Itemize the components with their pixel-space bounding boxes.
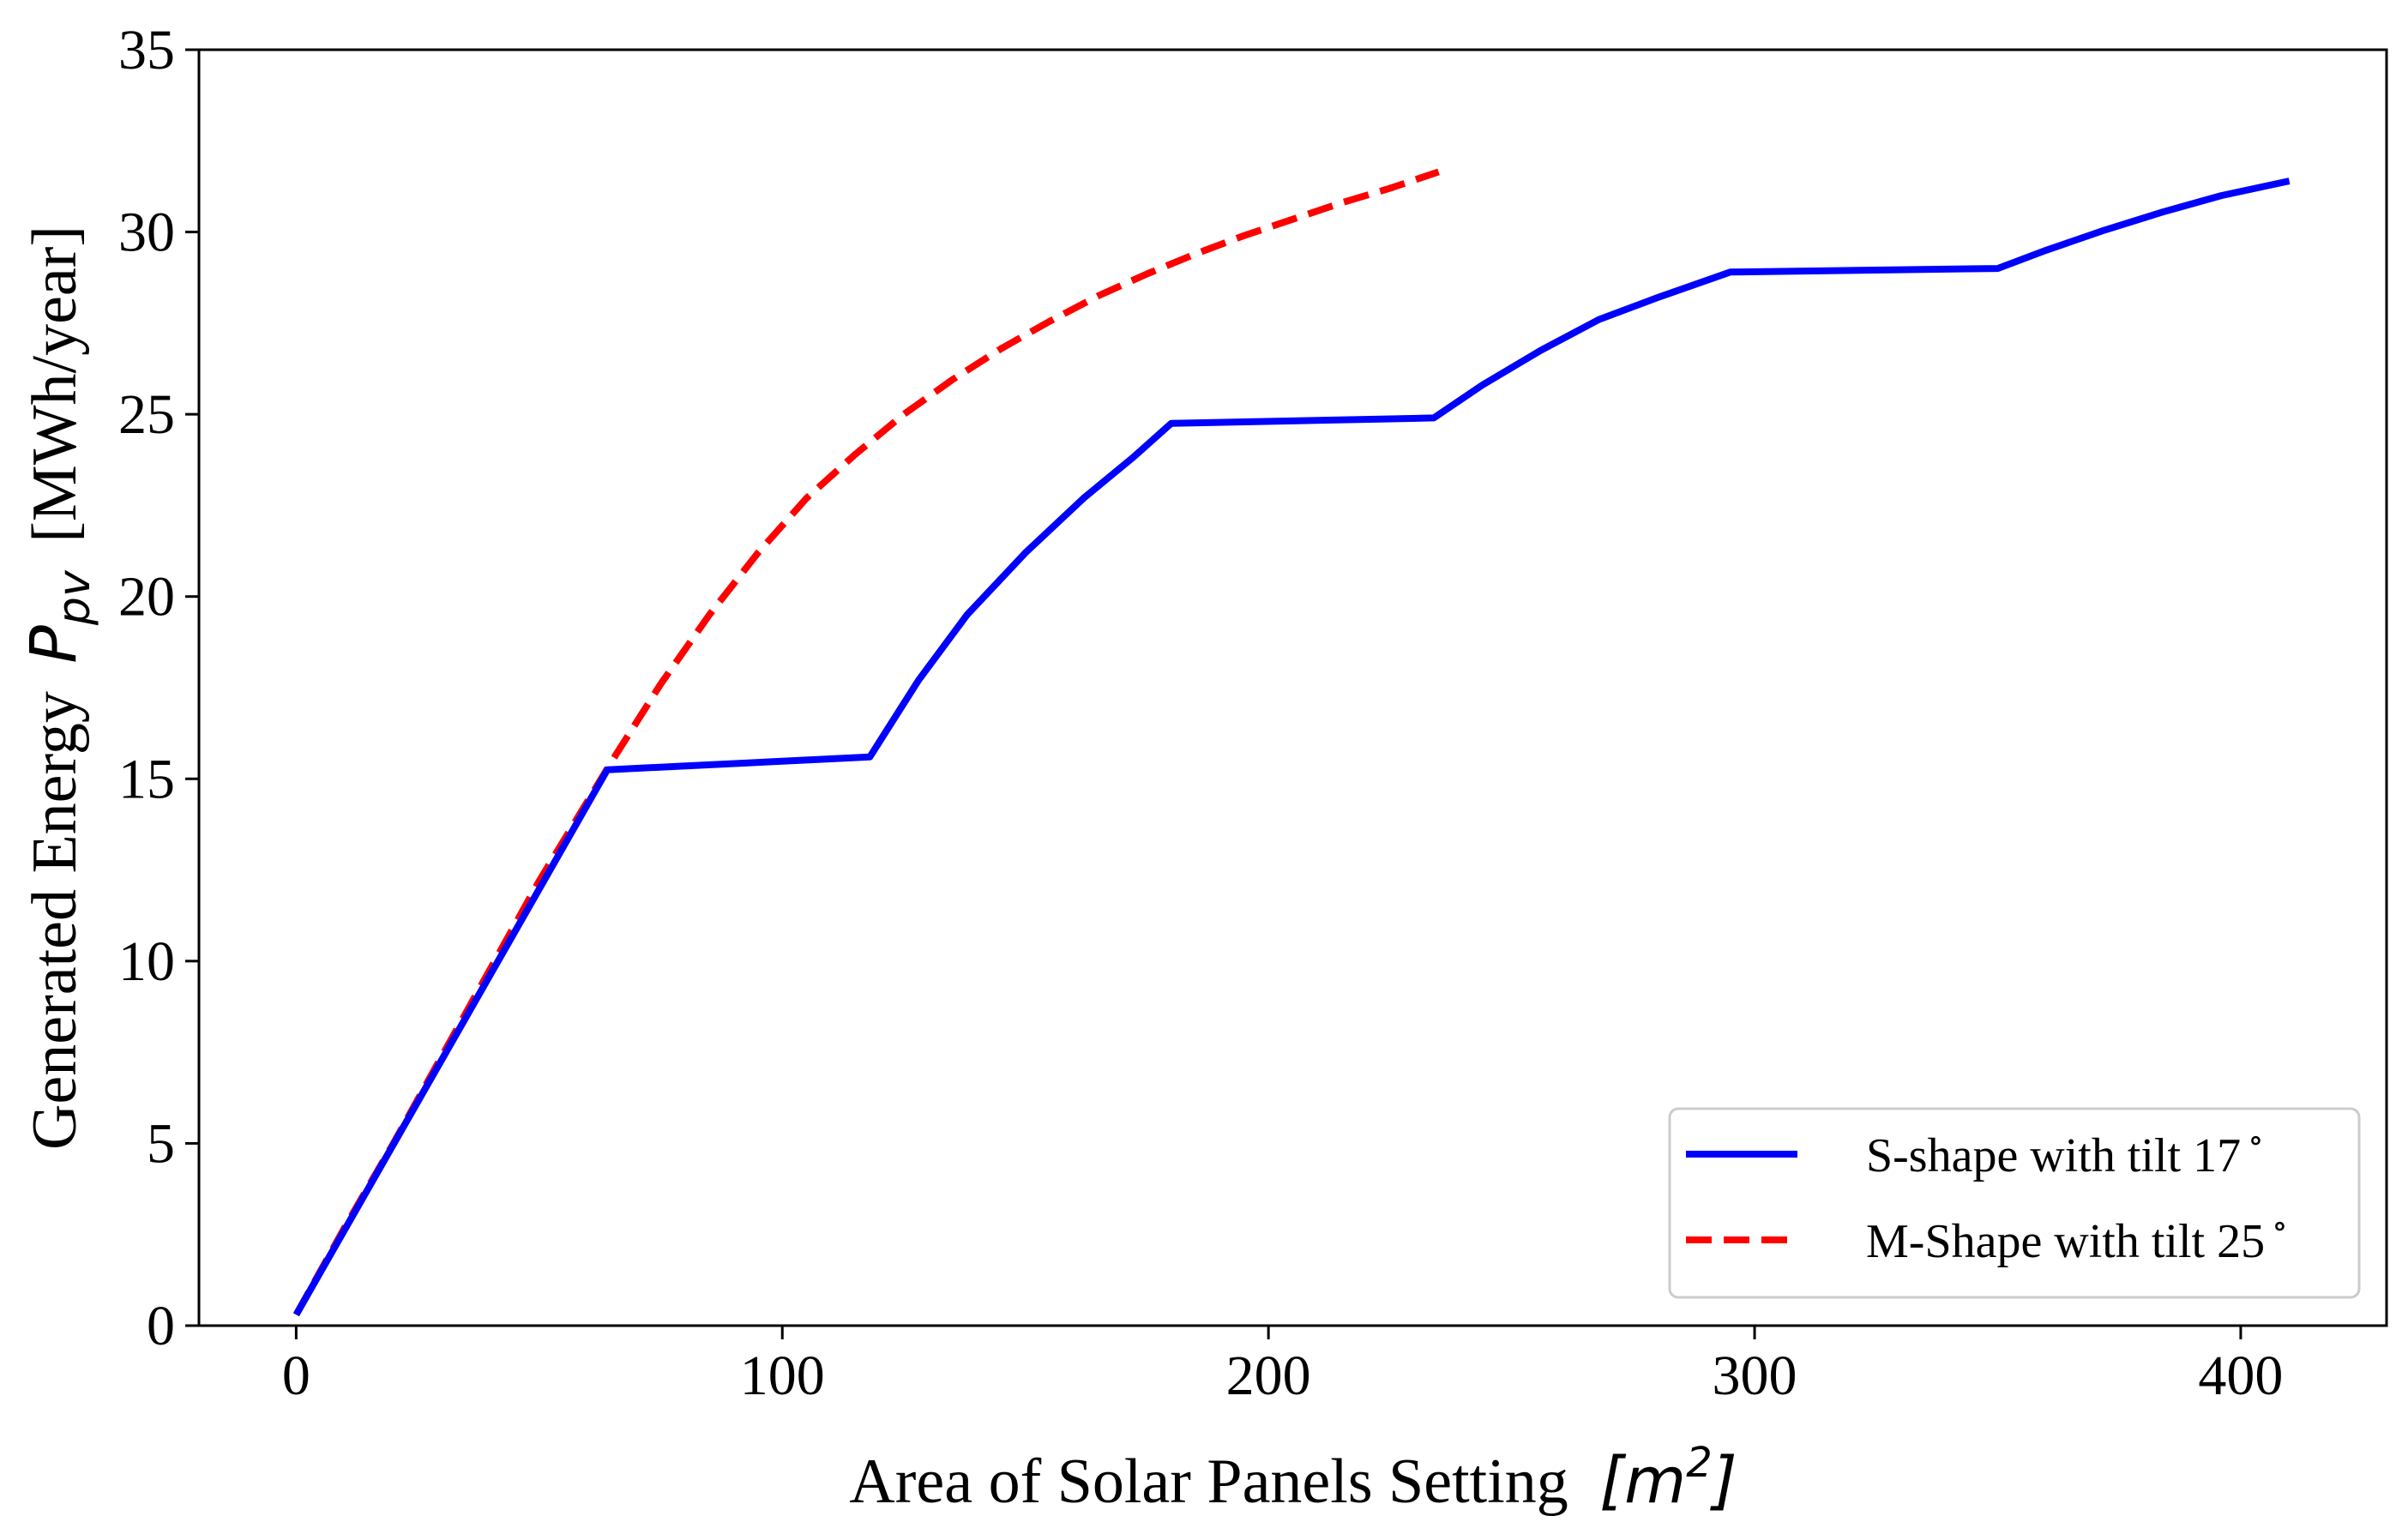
y-axis-label-symbol: P <box>17 625 91 664</box>
y-tick-label: 10 <box>118 930 175 993</box>
legend-label-s-shape-text: S-shape with tilt 17 <box>1866 1129 2241 1182</box>
series-line-s-shape <box>292 177 2291 1317</box>
x-axis-ticks: 0 100 200 300 400 <box>282 1326 2283 1407</box>
x-tick-label: 100 <box>740 1345 825 1407</box>
x-axis-label: Area of Solar Panels Setting [m2] <box>849 1439 1737 1518</box>
legend-label-m-shape-text: M-Shape with tilt 25 <box>1866 1215 2265 1268</box>
y-tick-label: 5 <box>147 1112 175 1175</box>
y-tick-label: 35 <box>118 19 175 81</box>
x-axis-label-close: ] <box>1710 1444 1737 1518</box>
y-axis-label-prefix: Generated Energy <box>20 691 90 1150</box>
x-axis-label-math: [m <box>1599 1444 1686 1518</box>
y-tick-label: 15 <box>118 748 175 810</box>
x-tick-label: 300 <box>1713 1345 1797 1407</box>
x-axis-label-text: Area of Solar Panels Setting <box>849 1447 1568 1517</box>
legend-label-s-shape-degree: ∘ <box>2248 1122 2264 1158</box>
legend-label-m-shape: M-Shape with tilt 25 ∘ <box>1866 1208 2288 1268</box>
legend-label-s-shape: S-shape with tilt 17 ∘ <box>1866 1122 2264 1182</box>
y-axis-label: Generated Energy Ppv [MWh/year] <box>17 226 104 1150</box>
x-tick-label: 400 <box>2198 1345 2283 1407</box>
x-tick-label: 200 <box>1226 1345 1311 1407</box>
x-tick-label: 0 <box>282 1345 310 1407</box>
y-axis-ticks: 0 5 10 15 20 25 30 35 <box>118 19 199 1357</box>
x-axis-label-exponent: 2 <box>1686 1439 1713 1487</box>
legend: S-shape with tilt 17 ∘ M-Shape with tilt … <box>1668 1107 2361 1299</box>
plot-lines <box>292 168 2291 1317</box>
plot-frame <box>197 48 2388 1327</box>
y-tick-label: 25 <box>118 383 175 446</box>
legend-frame <box>1668 1107 2361 1299</box>
y-tick-label: 20 <box>118 566 175 629</box>
y-axis-label-subscript: pv <box>49 569 100 626</box>
legend-label-m-shape-degree: ∘ <box>2272 1208 2288 1244</box>
y-tick-label: 30 <box>118 202 175 264</box>
y-axis-label-suffix: [MWh/year] <box>20 226 90 543</box>
y-tick-label: 0 <box>147 1295 175 1357</box>
